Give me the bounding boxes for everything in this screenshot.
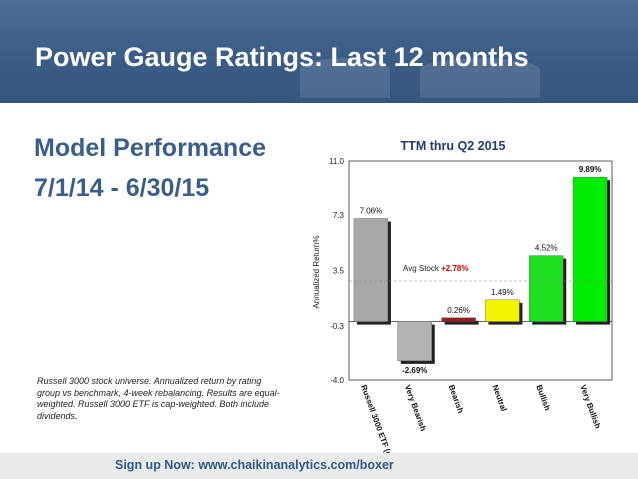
signup-link[interactable]: Sign up Now: www.chaikinanalytics.com/bo… [115, 458, 394, 472]
bar [485, 299, 520, 322]
y-tick-label: 3.5 [333, 267, 345, 276]
y-tick-label: 11.0 [329, 157, 345, 166]
avg-stock-label: Avg Stock +2.78% [403, 264, 468, 273]
category-label: Very Bearish [403, 384, 428, 433]
category-label: Very Bullish [578, 384, 602, 430]
model-period: 7/1/14 - 6/30/15 [34, 174, 210, 202]
y-tick-label: 7.3 [333, 211, 345, 220]
data-label: -2.69% [402, 366, 427, 375]
category-label: Bearish [447, 384, 466, 415]
data-label: 4.52% [535, 244, 558, 253]
bar-shadow [444, 320, 479, 325]
banner-decoration [300, 58, 390, 98]
data-label: 9.89% [579, 165, 602, 174]
bar [441, 317, 476, 322]
plot-frame [348, 160, 613, 381]
data-label: 0.26% [447, 306, 470, 315]
header-banner: Power Gauge Ratings: Last 12 months [0, 0, 638, 103]
footer-bar: Sign up Now: www.chaikinanalytics.com/bo… [0, 453, 638, 479]
y-tick-label: -4.0 [330, 376, 344, 385]
bar [353, 218, 389, 322]
bar [572, 177, 608, 322]
bar [397, 321, 432, 362]
banner-title: Power Gauge Ratings: Last 12 months [35, 42, 529, 72]
category-label: Bullish [534, 384, 552, 412]
bar [529, 255, 564, 322]
methodology-note: Russell 3000 stock universe. Annualized … [37, 376, 280, 421]
chart-title: TTM thru Q2 2015 [401, 139, 506, 153]
y-axis-label: Annualized Return% [312, 236, 321, 309]
data-label: 7.06% [360, 207, 383, 216]
banner-decoration [420, 58, 540, 98]
data-label: 1.49% [491, 288, 514, 297]
model-heading: Model Performance [34, 134, 267, 162]
category-label: Neutral [491, 384, 509, 413]
y-tick-label: -0.3 [330, 322, 344, 331]
